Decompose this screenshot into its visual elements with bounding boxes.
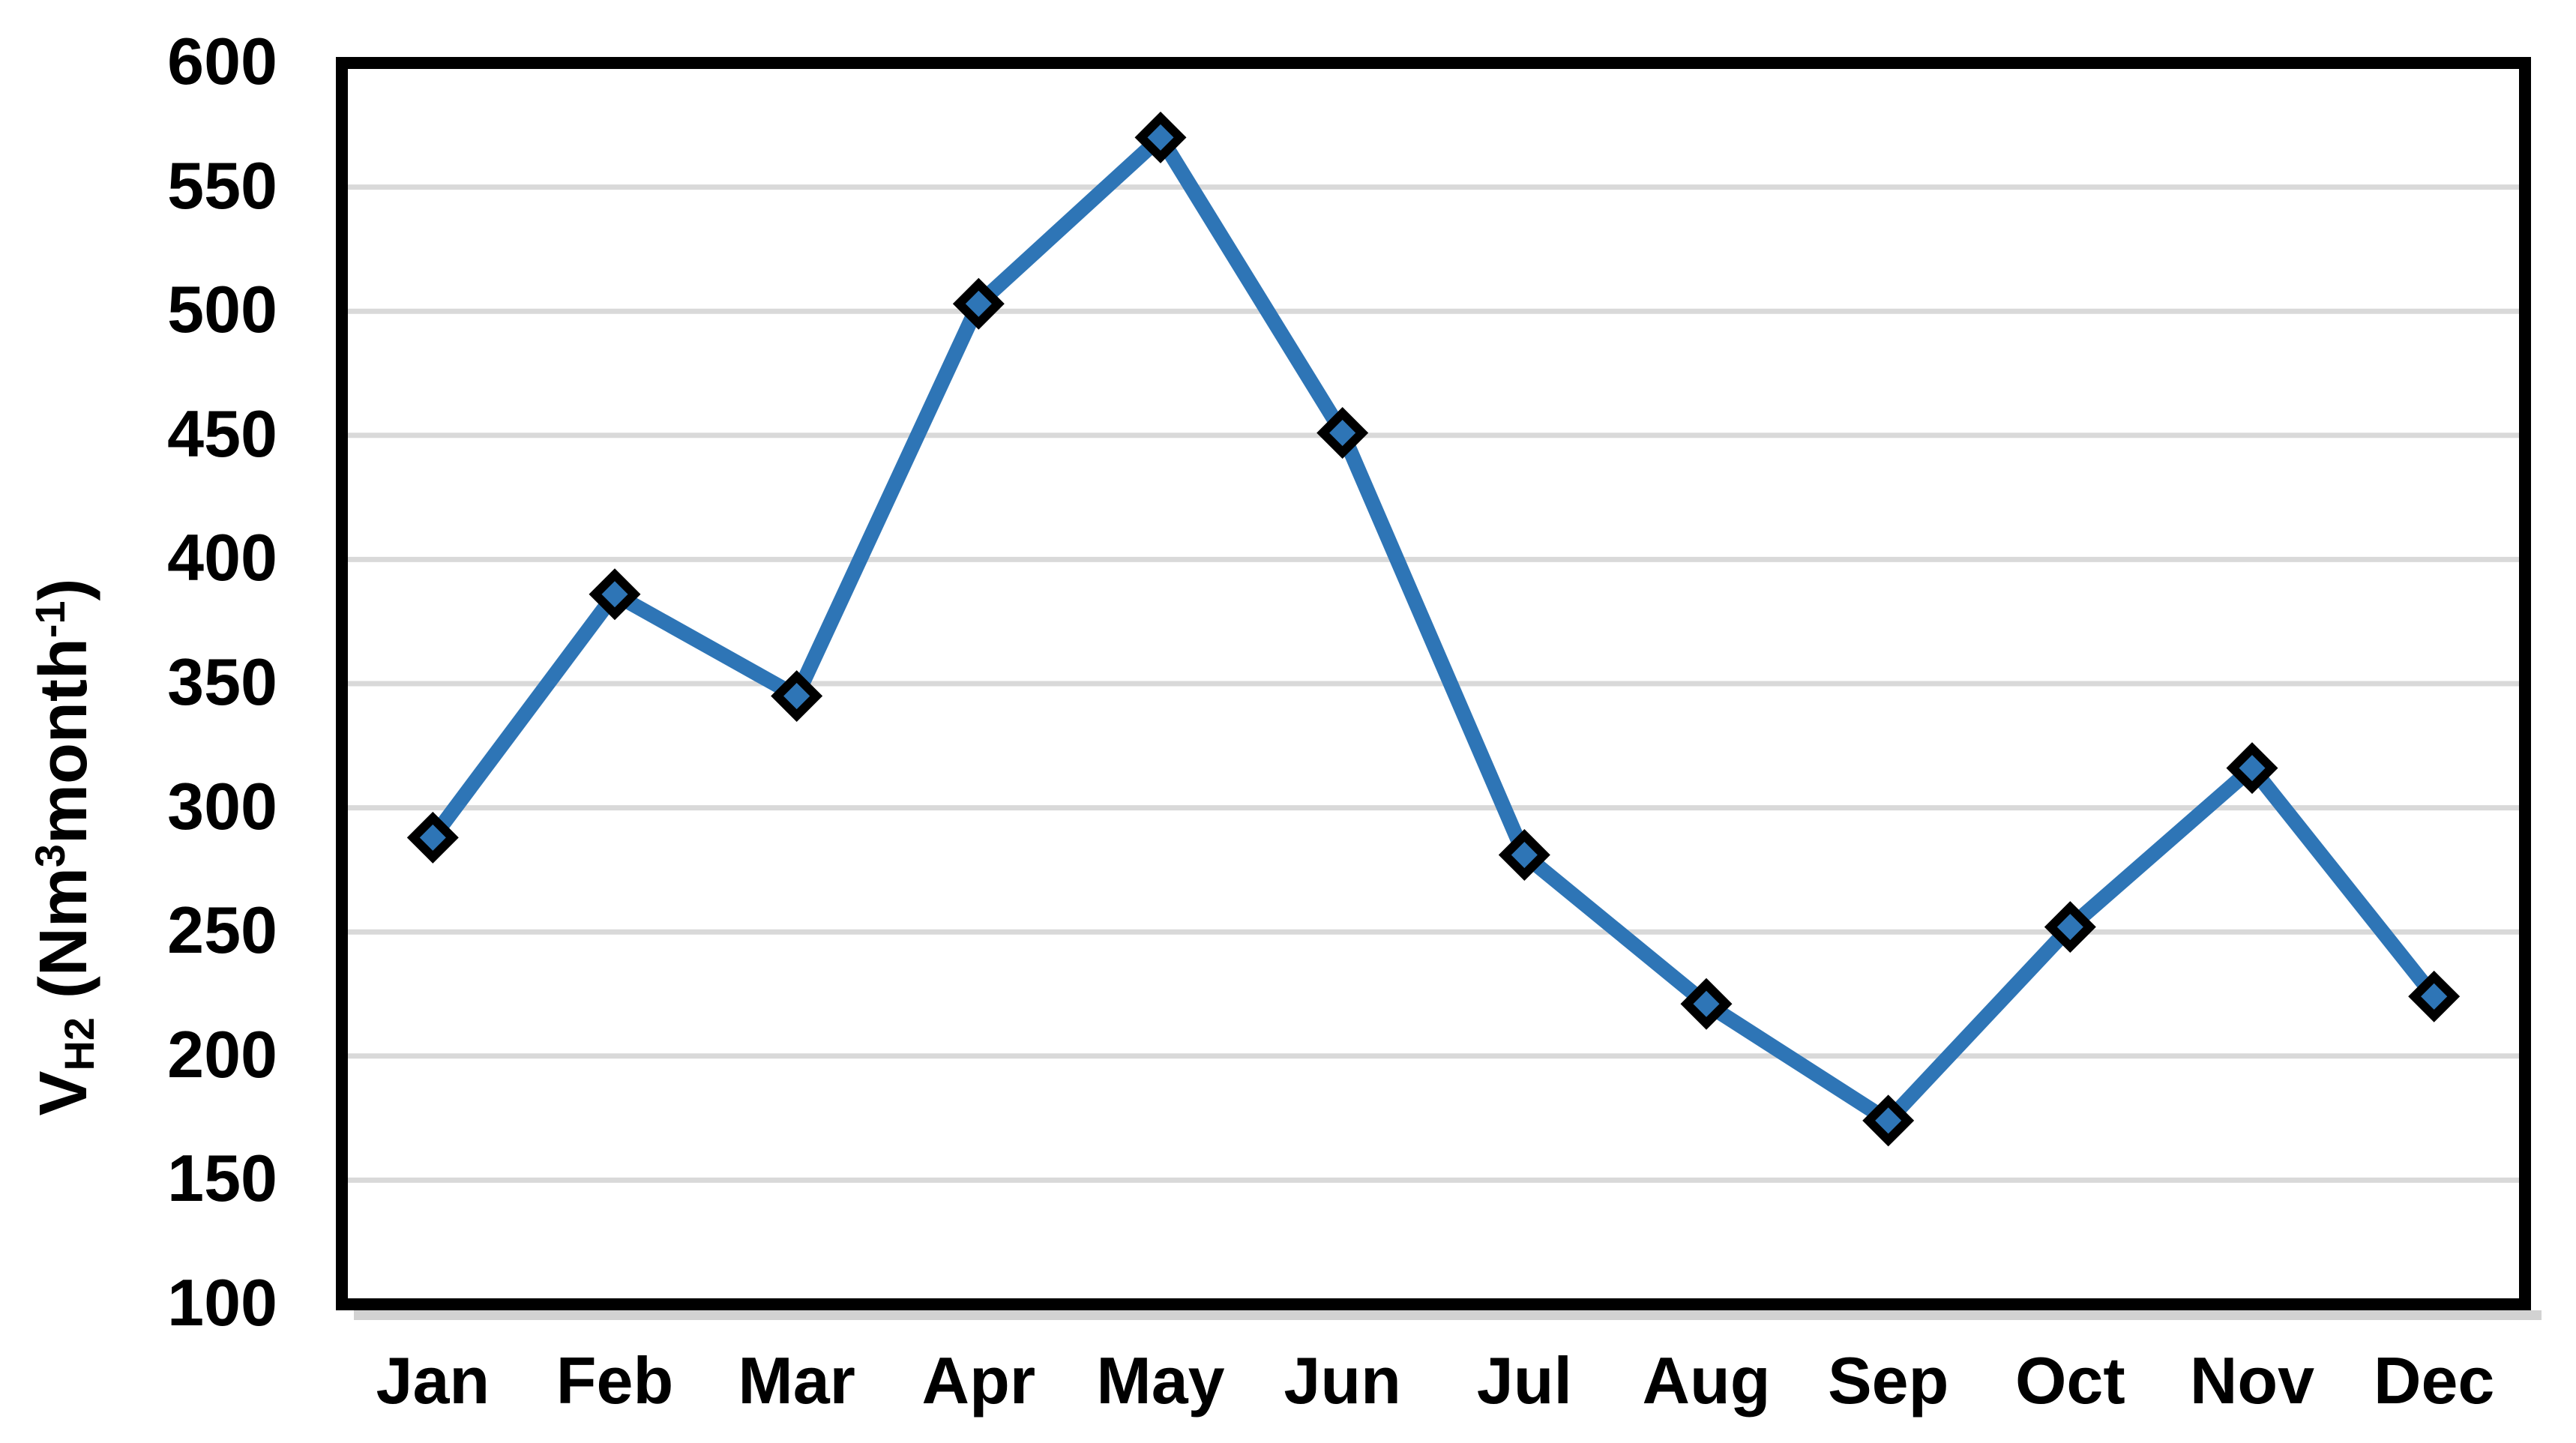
- x-tick-label: Aug: [1642, 1343, 1771, 1418]
- x-tick-label: Jul: [1476, 1343, 1572, 1418]
- data-point-marker: [952, 277, 1005, 330]
- y-tick-label: 200: [167, 1017, 277, 1092]
- x-tick-label: Apr: [921, 1343, 1036, 1418]
- y-tick-label: 350: [167, 645, 277, 720]
- data-point-marker: [2408, 970, 2461, 1022]
- data-point-marker: [1498, 829, 1550, 882]
- data-line-series: [425, 130, 2442, 1128]
- data-point-marker: [1680, 977, 1733, 1030]
- data-point-marker: [2044, 901, 2096, 954]
- x-tick-label: May: [1096, 1343, 1225, 1418]
- y-tick-label: 250: [167, 893, 277, 968]
- x-tick-label: Feb: [556, 1343, 674, 1418]
- data-point-marker: [771, 670, 823, 723]
- data-point-marker: [2226, 742, 2278, 795]
- x-tick-label: Nov: [2189, 1343, 2315, 1418]
- y-tick-label: 100: [167, 1265, 277, 1340]
- x-tick-label: Jun: [1284, 1343, 1401, 1418]
- x-tick-label: Oct: [2014, 1343, 2125, 1418]
- axis-frame: [336, 57, 2531, 1310]
- x-tick-label: Sep: [1827, 1343, 1949, 1418]
- data-point-marker: [1862, 1094, 1915, 1147]
- frame-shadow: [354, 1310, 2542, 1320]
- y-tick-label: 550: [167, 148, 277, 223]
- y-tick-label: 600: [167, 24, 277, 99]
- y-tick-label: 400: [167, 520, 277, 595]
- y-tick-label: 300: [167, 768, 277, 843]
- data-point-marker: [1134, 111, 1187, 163]
- data-point-marker: [589, 568, 641, 621]
- x-tick-label: Jan: [376, 1343, 490, 1418]
- x-tick-label: Dec: [2373, 1343, 2495, 1418]
- x-tick-label: Mar: [738, 1343, 855, 1418]
- y-tick-label: 500: [167, 272, 277, 347]
- data-point-marker: [1316, 407, 1369, 459]
- y-tick-label: 450: [167, 397, 277, 472]
- data-point-marker: [406, 811, 459, 864]
- y-tick-label: 150: [167, 1141, 277, 1216]
